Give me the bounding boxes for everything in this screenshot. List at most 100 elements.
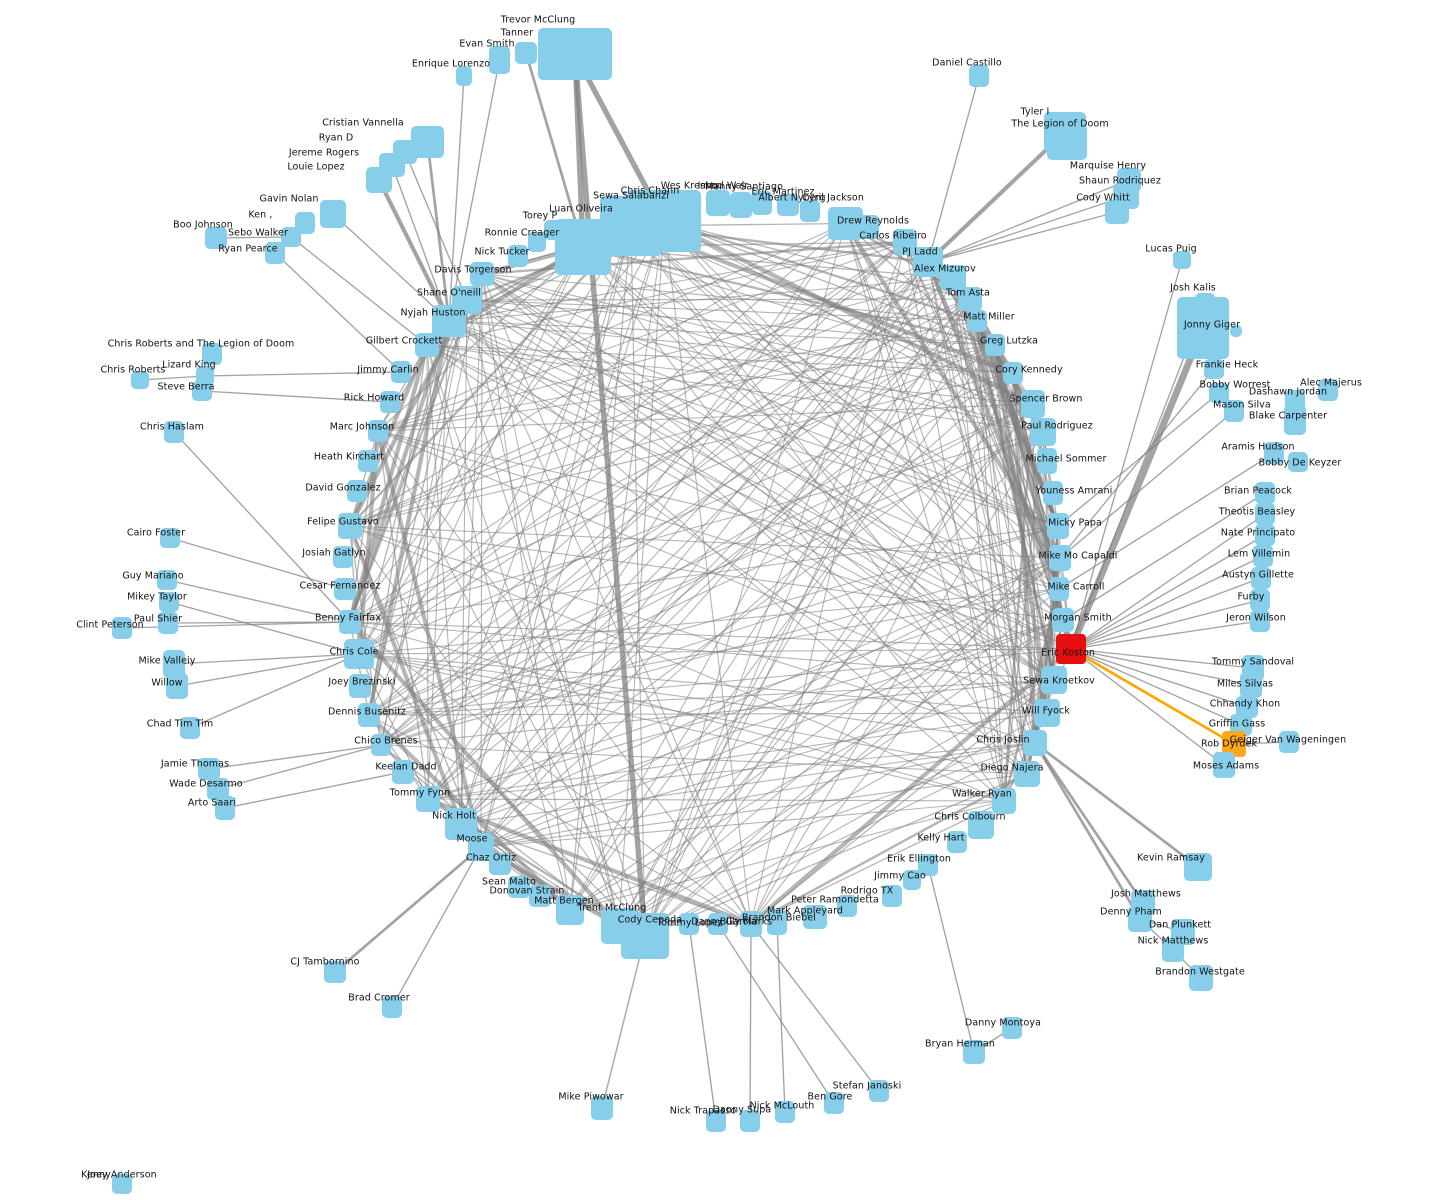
graph-node[interactable] bbox=[1224, 400, 1244, 422]
graph-node[interactable] bbox=[344, 639, 374, 669]
graph-node[interactable] bbox=[205, 227, 227, 249]
graph-node[interactable] bbox=[1003, 362, 1023, 384]
graph-node[interactable] bbox=[1047, 513, 1069, 539]
graph-node[interactable] bbox=[730, 192, 752, 218]
graph-node[interactable] bbox=[265, 242, 285, 264]
graph-node[interactable] bbox=[489, 853, 511, 875]
graph-node[interactable] bbox=[967, 310, 987, 332]
graph-node[interactable] bbox=[803, 905, 827, 929]
graph-node[interactable] bbox=[470, 262, 494, 286]
graph-node[interactable] bbox=[456, 66, 472, 86]
graph-node[interactable] bbox=[489, 46, 510, 74]
graph-node[interactable] bbox=[215, 796, 235, 820]
graph-node[interactable] bbox=[679, 913, 699, 935]
graph-node[interactable] bbox=[556, 895, 584, 925]
graph-node[interactable] bbox=[1177, 297, 1229, 359]
graph-node[interactable] bbox=[800, 200, 820, 222]
graph-node[interactable] bbox=[380, 391, 400, 413]
graph-node[interactable] bbox=[1162, 938, 1184, 962]
graph-node[interactable] bbox=[180, 717, 200, 739]
graph-node[interactable] bbox=[368, 420, 388, 442]
graph-node[interactable] bbox=[1041, 666, 1067, 694]
graph-node[interactable] bbox=[1034, 699, 1060, 727]
graph-node[interactable] bbox=[1021, 390, 1045, 418]
graph-node[interactable] bbox=[1255, 482, 1275, 504]
graph-node[interactable] bbox=[1251, 567, 1271, 589]
graph-node[interactable] bbox=[166, 673, 188, 699]
graph-node[interactable] bbox=[968, 811, 994, 839]
graph-node[interactable] bbox=[855, 215, 879, 239]
graph-node[interactable] bbox=[740, 911, 762, 937]
graph-node[interactable] bbox=[882, 885, 902, 907]
graph-node[interactable] bbox=[1105, 200, 1129, 224]
graph-node[interactable] bbox=[1047, 124, 1087, 160]
graph-node[interactable] bbox=[358, 450, 378, 472]
graph-node[interactable] bbox=[969, 65, 989, 87]
graph-node[interactable] bbox=[940, 265, 966, 291]
graph-node[interactable] bbox=[1253, 545, 1273, 567]
graph-node[interactable] bbox=[555, 219, 611, 275]
graph-node[interactable] bbox=[1255, 524, 1275, 546]
graph-node[interactable] bbox=[371, 734, 391, 756]
graph-node[interactable] bbox=[1030, 418, 1056, 446]
graph-node[interactable] bbox=[114, 1174, 132, 1194]
graph-node[interactable] bbox=[1236, 696, 1258, 718]
graph-node[interactable] bbox=[824, 1092, 844, 1114]
graph-node[interactable] bbox=[706, 1110, 726, 1132]
graph-node[interactable] bbox=[1255, 503, 1275, 525]
graph-node[interactable] bbox=[752, 191, 772, 215]
graph-node[interactable] bbox=[158, 612, 178, 634]
graph-node[interactable] bbox=[869, 1080, 889, 1102]
graph-node[interactable] bbox=[1128, 906, 1152, 932]
graph-node[interactable] bbox=[1049, 545, 1071, 571]
graph-node[interactable] bbox=[358, 703, 380, 727]
graph-node[interactable] bbox=[740, 1110, 760, 1132]
graph-node[interactable] bbox=[706, 190, 730, 216]
graph-node[interactable] bbox=[392, 760, 414, 784]
graph-node[interactable] bbox=[324, 961, 346, 983]
graph-node[interactable] bbox=[777, 194, 799, 216]
graph-node[interactable] bbox=[1284, 405, 1306, 435]
graph-node[interactable] bbox=[1264, 442, 1284, 464]
graph-node[interactable] bbox=[992, 788, 1016, 814]
graph-node[interactable] bbox=[207, 778, 229, 800]
graph-node[interactable] bbox=[1288, 452, 1308, 472]
graph-node[interactable] bbox=[349, 674, 371, 698]
graph-node[interactable] bbox=[192, 381, 212, 401]
graph-node[interactable] bbox=[281, 227, 301, 247]
graph-node[interactable] bbox=[160, 528, 180, 548]
graph-node[interactable] bbox=[1043, 481, 1063, 505]
graph-node[interactable] bbox=[1173, 251, 1191, 269]
graph-node[interactable] bbox=[159, 592, 179, 612]
graph-node[interactable] bbox=[963, 1040, 985, 1064]
graph-node[interactable] bbox=[544, 220, 562, 240]
graph-node[interactable] bbox=[1052, 608, 1074, 632]
graph-node[interactable] bbox=[366, 167, 392, 193]
graph-node[interactable] bbox=[767, 909, 787, 935]
graph-node[interactable] bbox=[1023, 730, 1047, 756]
graph-node[interactable] bbox=[538, 28, 612, 80]
graph-node[interactable] bbox=[157, 570, 177, 590]
graph-node[interactable] bbox=[1230, 325, 1242, 337]
graph-node[interactable] bbox=[1049, 577, 1069, 601]
graph-node[interactable] bbox=[416, 786, 440, 812]
graph-node[interactable] bbox=[621, 913, 669, 959]
graph-node[interactable] bbox=[432, 305, 466, 337]
graph-node[interactable] bbox=[163, 650, 185, 678]
graph-node[interactable] bbox=[958, 287, 982, 311]
graph-node[interactable] bbox=[1002, 1017, 1022, 1039]
graph-node[interactable] bbox=[339, 610, 361, 634]
graph-node[interactable] bbox=[131, 371, 149, 389]
graph-node[interactable] bbox=[1318, 379, 1338, 401]
graph-node[interactable] bbox=[347, 480, 367, 502]
graph-node[interactable] bbox=[1037, 448, 1057, 474]
graph-node[interactable] bbox=[1184, 853, 1212, 881]
graph-node[interactable] bbox=[1056, 634, 1086, 664]
graph-node[interactable] bbox=[515, 42, 537, 64]
graph-node[interactable] bbox=[1250, 610, 1270, 632]
graph-node[interactable] bbox=[918, 854, 938, 876]
graph-node[interactable] bbox=[985, 334, 1005, 356]
graph-node[interactable] bbox=[1250, 589, 1270, 611]
graph-node[interactable] bbox=[1230, 714, 1252, 736]
